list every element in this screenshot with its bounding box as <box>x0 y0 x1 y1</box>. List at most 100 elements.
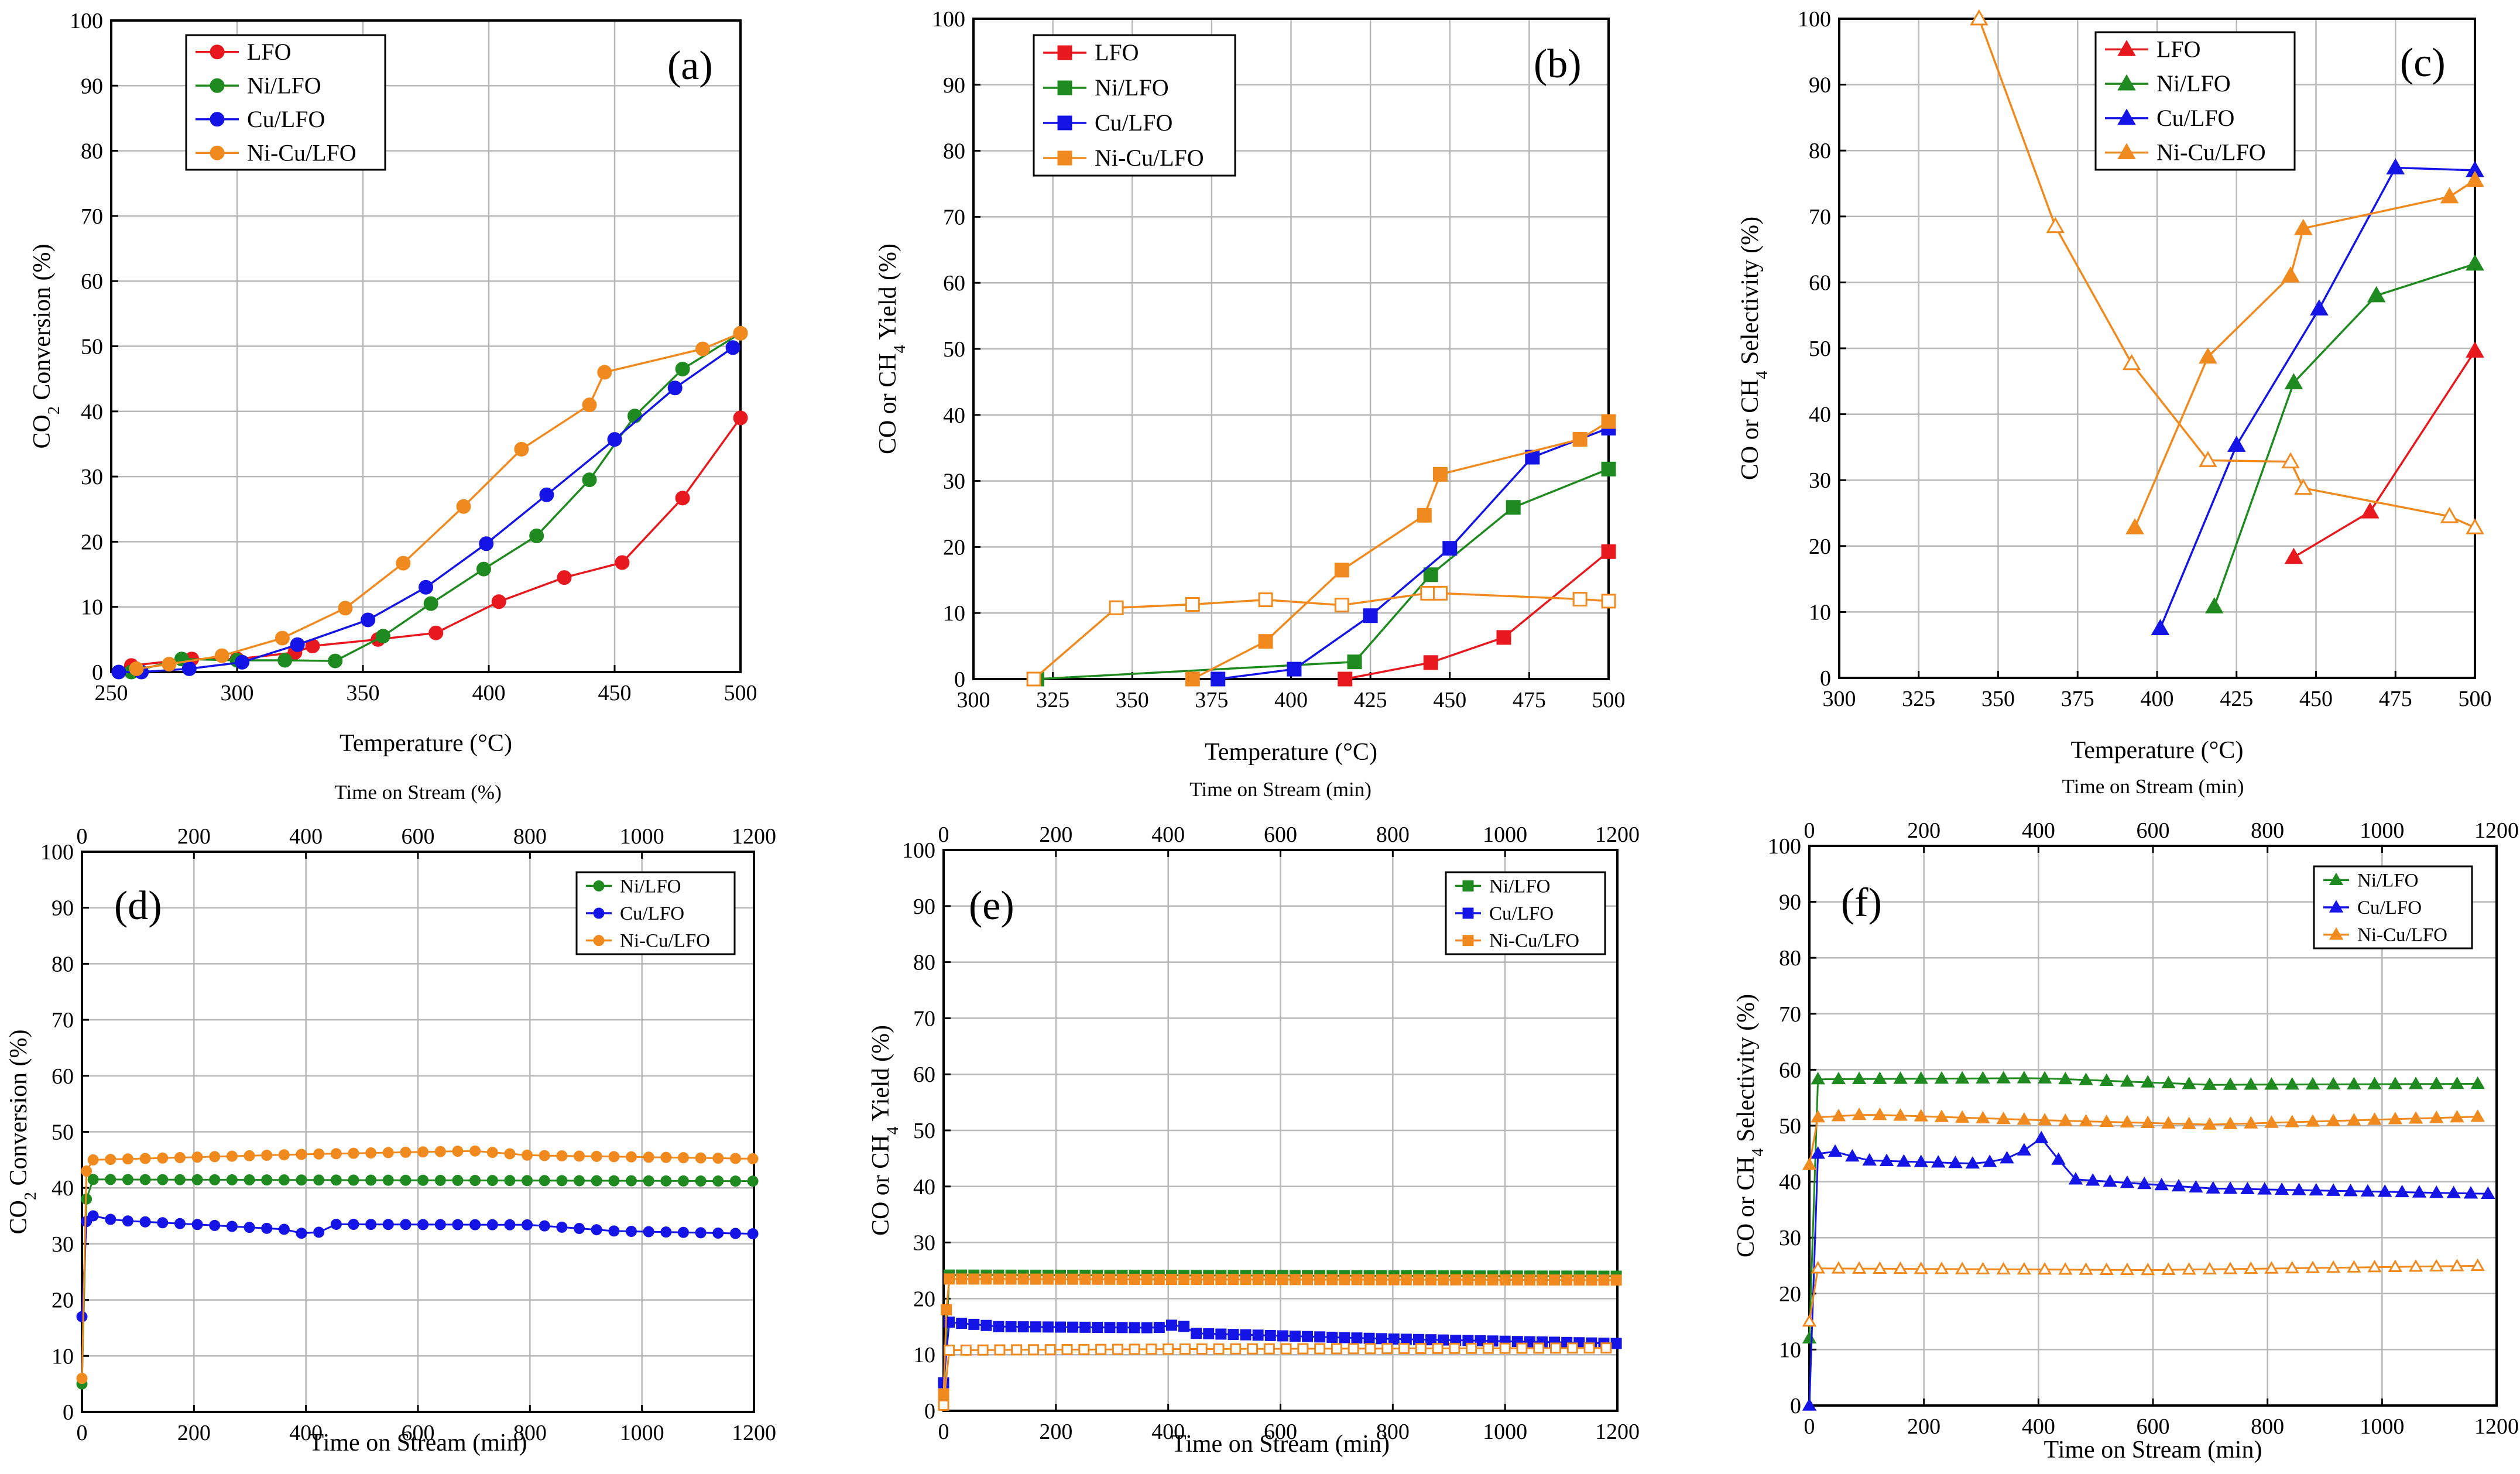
data-point <box>2244 1261 2258 1274</box>
y-axis-label-sub: 4 <box>891 345 909 353</box>
data-point <box>1363 1332 1375 1344</box>
legend-marker <box>1462 935 1474 947</box>
data-point <box>1277 1274 1288 1286</box>
data-point <box>607 432 622 447</box>
data-point <box>1104 1322 1116 1334</box>
data-point <box>1496 630 1511 645</box>
data-point <box>278 1149 290 1161</box>
data-point <box>87 1210 99 1222</box>
data-point <box>1252 1329 1264 1341</box>
x-tick-label: 0 <box>1804 1414 1815 1439</box>
data-point <box>1432 585 1448 601</box>
data-point <box>2202 1077 2217 1090</box>
legend-entry-label: Cu/LFO <box>1095 109 1172 136</box>
data-point <box>944 1345 955 1356</box>
series-ni-lfo <box>1802 1071 2485 1343</box>
data-point <box>1802 1314 1817 1327</box>
x-tick-label: 0 <box>77 1421 88 1445</box>
data-point <box>1228 1329 1239 1341</box>
data-point <box>695 1175 707 1187</box>
data-point <box>1536 1274 1548 1286</box>
x-tick-label: 400 <box>289 1421 323 1445</box>
data-point <box>514 441 529 457</box>
data-point <box>361 612 376 628</box>
data-point <box>417 1146 429 1158</box>
data-point <box>2122 354 2141 371</box>
data-point <box>1095 1343 1107 1355</box>
data-point <box>677 1226 689 1238</box>
data-point <box>174 1151 186 1163</box>
data-point <box>1996 1111 2011 1125</box>
series-ni-lfo <box>1030 461 1616 687</box>
data-point <box>643 1175 654 1187</box>
data-point <box>290 637 305 652</box>
top-x-tick-label: 1200 <box>2474 818 2519 843</box>
y-tick-label: 60 <box>913 1062 935 1087</box>
series-ni-cu-lfo-co <box>1970 9 2484 534</box>
x-tick-label: 600 <box>402 1421 435 1445</box>
y-tick-label: 40 <box>1809 403 1831 427</box>
data-point <box>1302 1331 1314 1342</box>
data-point <box>2182 1077 2196 1089</box>
data-point <box>139 1174 151 1185</box>
data-point <box>1914 1109 1928 1122</box>
y-tick-label: 30 <box>1809 468 1831 493</box>
data-point <box>1601 594 1616 609</box>
y-tick-label: 100 <box>1768 834 1801 859</box>
data-point <box>1970 9 1988 26</box>
data-point <box>1289 1274 1301 1286</box>
data-point <box>1600 1342 1612 1354</box>
data-point <box>1873 1107 1887 1120</box>
data-point <box>1601 544 1616 559</box>
data-point <box>1141 1322 1153 1334</box>
x-tick-label: 400 <box>472 681 506 705</box>
y-axis-label-sub: 2 <box>22 1192 40 1200</box>
y-tick-label: 80 <box>913 951 935 975</box>
y-tick-label: 90 <box>52 896 74 921</box>
data-point <box>2360 1184 2375 1197</box>
data-point <box>2281 266 2300 283</box>
legend-entry-label: Cu/LFO <box>2156 105 2234 131</box>
data-point <box>1955 1262 1970 1274</box>
top-x-tick-label: 0 <box>77 824 88 849</box>
legend-marker <box>593 935 605 947</box>
data-point <box>1146 1343 1157 1355</box>
data-point <box>365 1147 377 1159</box>
series-line <box>1037 468 1609 680</box>
top-x-tick-label: 400 <box>1151 822 1185 847</box>
y-tick-label: 90 <box>913 894 935 919</box>
data-point <box>1400 1334 1412 1345</box>
data-point <box>1976 1071 1990 1084</box>
data-point <box>1351 1332 1363 1344</box>
y-tick-label: 20 <box>943 535 965 560</box>
y-tick-label: 10 <box>943 601 965 626</box>
data-point <box>244 1174 255 1186</box>
x-tick-label: 0 <box>938 1420 949 1444</box>
data-point <box>504 1175 516 1187</box>
legend-marker <box>210 78 225 93</box>
data-point <box>2058 1262 2073 1275</box>
data-point <box>1852 1261 1867 1274</box>
data-point <box>76 1311 88 1322</box>
data-point <box>261 1174 273 1186</box>
y-tick-label: 90 <box>1779 890 1801 915</box>
data-point <box>675 491 690 506</box>
data-point <box>1802 1398 1817 1411</box>
data-point <box>2206 1181 2220 1194</box>
data-point <box>1017 1321 1029 1333</box>
data-point <box>2305 1260 2320 1273</box>
data-point <box>2367 286 2386 303</box>
data-point <box>582 472 597 488</box>
y-tick-label: 60 <box>943 271 965 296</box>
panel-c: 300 325 350 375 400 425 450 475 500 0 10 20 30 40 50 60… <box>1737 7 2492 764</box>
data-point <box>2017 1071 2032 1084</box>
top-x-tick-label: 800 <box>1376 822 1410 847</box>
y-axis-label-rest: Yield (%) <box>875 244 901 345</box>
data-point <box>556 1150 568 1162</box>
data-point <box>1610 1338 1622 1349</box>
data-point <box>2293 478 2313 495</box>
y-tick-label: 50 <box>1809 337 1831 361</box>
data-point <box>2103 1174 2117 1187</box>
data-point <box>1179 1343 1191 1355</box>
panel-label: (e) <box>969 883 1014 928</box>
